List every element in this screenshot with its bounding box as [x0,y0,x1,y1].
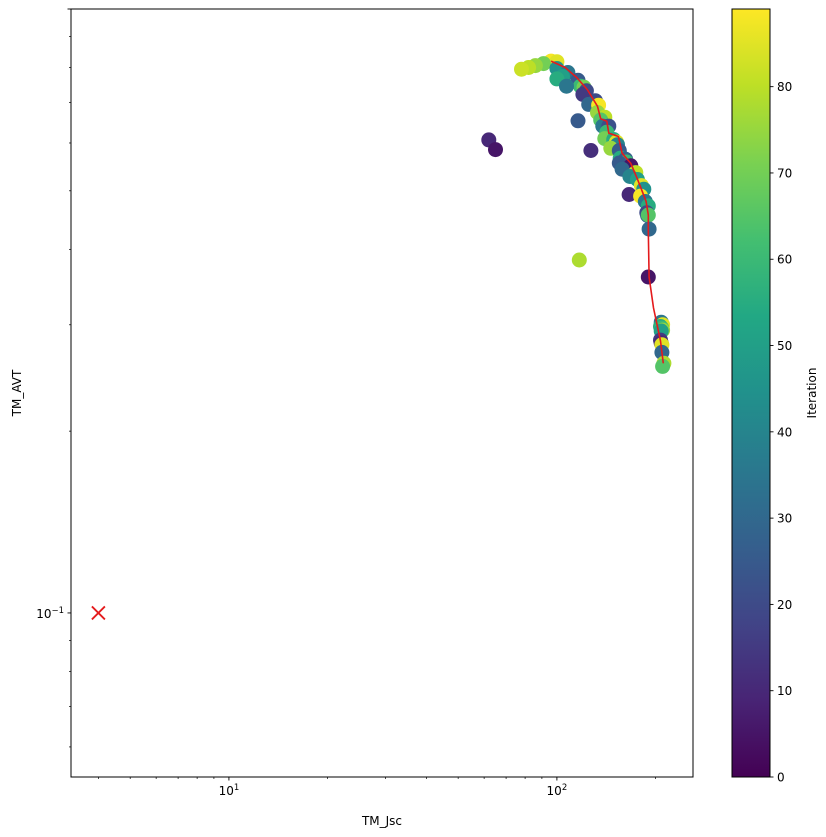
scatter-point [570,113,586,129]
colorbar-tick-label: 20 [777,598,792,612]
x-tick-label: 101 [219,783,240,798]
scatter-point [488,142,503,158]
scatter-point [655,358,671,374]
colorbar-tick-label: 70 [777,166,792,180]
reference-x-marker [91,605,106,621]
scatter-point [621,187,637,202]
x-axis-ticks: 101 102 [98,777,656,798]
colorbar-tick-label: 50 [777,339,792,353]
front-line [550,60,665,364]
scatter-point [559,78,574,94]
colorbar-ticks: 0 10 20 30 40 50 60 70 80 [770,80,792,785]
plot-area [71,9,693,777]
colorbar-label: Iteration [805,368,819,419]
colorbar-tick-label: 80 [777,80,792,94]
scatter-points [481,53,672,374]
colorbar-tick-label: 30 [777,512,792,526]
y-axis-label: TM_AVT [10,369,24,417]
marker-stroke [91,605,106,621]
y-axis-ticks: 10−1 [36,8,71,748]
colorbar-tick-label: 60 [777,253,792,267]
reference-marker-layer [91,605,106,621]
x-tick-label: 102 [547,783,568,798]
colorbar-frame [731,8,771,778]
colorbar-tick-label: 0 [777,771,785,785]
colorbar-tick-label: 10 [777,684,792,698]
colorbar [732,9,770,777]
scatter-point [514,61,529,77]
plot-frame [70,8,694,778]
x-axis-label: TM_Jsc [361,814,402,828]
front-line-layer [550,60,665,364]
scatter-point [583,143,599,158]
colorbar-tick-label: 40 [777,425,792,439]
y-tick-label: 10−1 [36,606,64,621]
scatter-point [571,252,587,268]
